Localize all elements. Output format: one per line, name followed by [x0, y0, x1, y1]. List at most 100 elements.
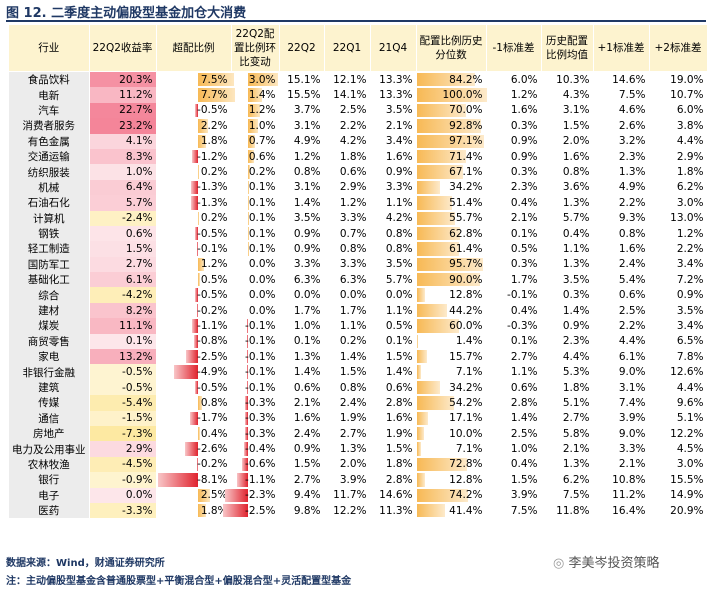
cell-value: 0.4% [510, 458, 538, 471]
cell-value: -0.1% [245, 366, 276, 379]
data-bar [248, 211, 250, 225]
cell-value: 6.5% [676, 335, 704, 348]
cell-value: 1.4% [562, 304, 590, 317]
value-cell: 3.8% [648, 118, 708, 134]
cell-value: 14.1% [333, 89, 367, 102]
value-cell: -1.2% [155, 148, 232, 165]
cell-value: 0.4% [510, 304, 538, 317]
cell-value: -0.3% [245, 412, 276, 425]
cell-value: 0.8% [385, 242, 413, 255]
cell-value: 4.1% [125, 135, 153, 148]
value-cell: 1.3% [540, 456, 594, 473]
data-bar [197, 396, 202, 410]
cell-value: 1.4% [248, 89, 276, 102]
table-row: 机械 6.4% -1.3% 0.1% 3.1% 2.9% 3.3% 34.2% 2.3% 3.6%… [8, 179, 708, 196]
cell-value: 14.6% [612, 73, 646, 86]
cell-value: 3.1% [293, 181, 321, 194]
data-bar [416, 319, 459, 333]
value-cell: 2.7% [323, 425, 371, 442]
value-cell: 3.3% [369, 179, 417, 196]
value-cell: -0.5% [155, 102, 232, 119]
cell-value: 1.6% [293, 412, 321, 425]
value-cell: 67.1% [415, 164, 487, 180]
data-bar [197, 488, 210, 502]
cell-value: 6.3% [293, 273, 321, 286]
value-cell: 0.0% [88, 487, 157, 503]
value-cell: 61.4% [415, 241, 487, 257]
cell-value: 4.4% [618, 335, 646, 348]
data-bar [248, 119, 259, 133]
table-row: 电新 11.2% 7.7% 1.4% 15.5% 14.1% 13.3% 100.0% 1.2%… [8, 87, 708, 103]
value-cell: 0.6% [230, 148, 280, 165]
cell-value: -0.3% [245, 427, 276, 440]
value-cell: 1.6% [540, 148, 594, 165]
value-cell: -0.1% [155, 241, 232, 257]
cell-value: 100.0% [442, 89, 483, 102]
value-cell: 90.0% [415, 272, 487, 288]
value-cell: 0.6% [278, 379, 325, 396]
value-cell: 8.2% [88, 302, 157, 319]
data-bar [247, 334, 249, 349]
value-cell: 0.1% [230, 241, 280, 257]
cell-value: 2.1% [385, 119, 413, 132]
data-bar [247, 350, 249, 364]
value-cell: 0.9% [278, 441, 325, 457]
value-cell: 7.8% [648, 349, 708, 365]
cell-value: 90.0% [449, 273, 483, 286]
data-bar [197, 273, 201, 287]
data-bar [191, 196, 198, 210]
column-header: +1标准差 [592, 24, 650, 72]
data-bar [158, 473, 198, 487]
industry-name: 传媒 [38, 397, 60, 410]
cell-value: 10.8% [612, 473, 646, 486]
cell-value: 0.0% [248, 258, 276, 271]
industry-name: 家电 [38, 351, 60, 364]
cell-value: 1.0% [510, 443, 538, 456]
cell-value: 2.2% [618, 196, 646, 209]
table-row: 电力及公用事业 2.9% -2.6% -0.4% 0.9% 1.3% 1.5% 7.1% 1.0… [8, 441, 708, 457]
value-cell: 0.6% [592, 287, 650, 303]
value-cell: 1.3% [278, 349, 325, 365]
cell-value: 7.8% [676, 350, 704, 363]
cell-value: 3.5% [385, 258, 413, 271]
column-header: 22Q1 [323, 24, 371, 72]
value-cell: 11.1% [88, 318, 157, 334]
cell-value: 0.4% [200, 427, 228, 440]
value-cell: 97.1% [415, 133, 487, 149]
value-cell: 1.4% [323, 349, 371, 365]
table-row: 有色金属 4.1% 1.8% 0.7% 4.9% 4.2% 3.4% 97.1% 0.9% 2.0… [8, 133, 708, 149]
cell-value: 6.2% [676, 181, 704, 194]
value-cell: 0.8% [592, 225, 650, 242]
value-cell: -1.3% [155, 179, 232, 196]
value-cell: 1.1% [323, 318, 371, 334]
cell-value: 6.0% [676, 104, 704, 117]
value-cell: 3.5% [278, 210, 325, 226]
industry-cell: 消费者服务 [8, 118, 90, 134]
value-cell: 1.5% [323, 364, 371, 380]
cell-value: 0.4% [510, 196, 538, 209]
data-bar [197, 88, 236, 102]
cell-value: -1.1% [245, 473, 276, 486]
cell-value: 2.6% [618, 119, 646, 132]
value-cell: 15.1% [278, 71, 325, 88]
value-cell: -0.5% [88, 379, 157, 396]
cell-value: 44.2% [449, 304, 483, 317]
value-cell: -7.3% [88, 425, 157, 442]
value-cell: 7.5% [155, 71, 235, 88]
value-cell: 3.6% [540, 179, 594, 196]
cell-value: 0.1% [125, 335, 153, 348]
cell-value: 1.0% [125, 166, 153, 179]
data-bar [416, 257, 484, 272]
cell-value: 4.9% [293, 135, 321, 148]
value-cell: 1.2% [155, 256, 232, 273]
value-cell: 0.0% [323, 287, 371, 303]
cell-value: 7.5% [510, 504, 538, 517]
cell-value: 5.1% [676, 412, 704, 425]
value-cell: 3.1% [278, 118, 325, 134]
cell-value: 3.9% [339, 473, 367, 486]
cell-value: 15.5% [287, 89, 321, 102]
value-cell: 3.5% [540, 272, 594, 288]
cell-value: 5.3% [562, 366, 590, 379]
value-cell: 16.4% [592, 502, 650, 519]
cell-value: 0.3% [562, 289, 590, 302]
